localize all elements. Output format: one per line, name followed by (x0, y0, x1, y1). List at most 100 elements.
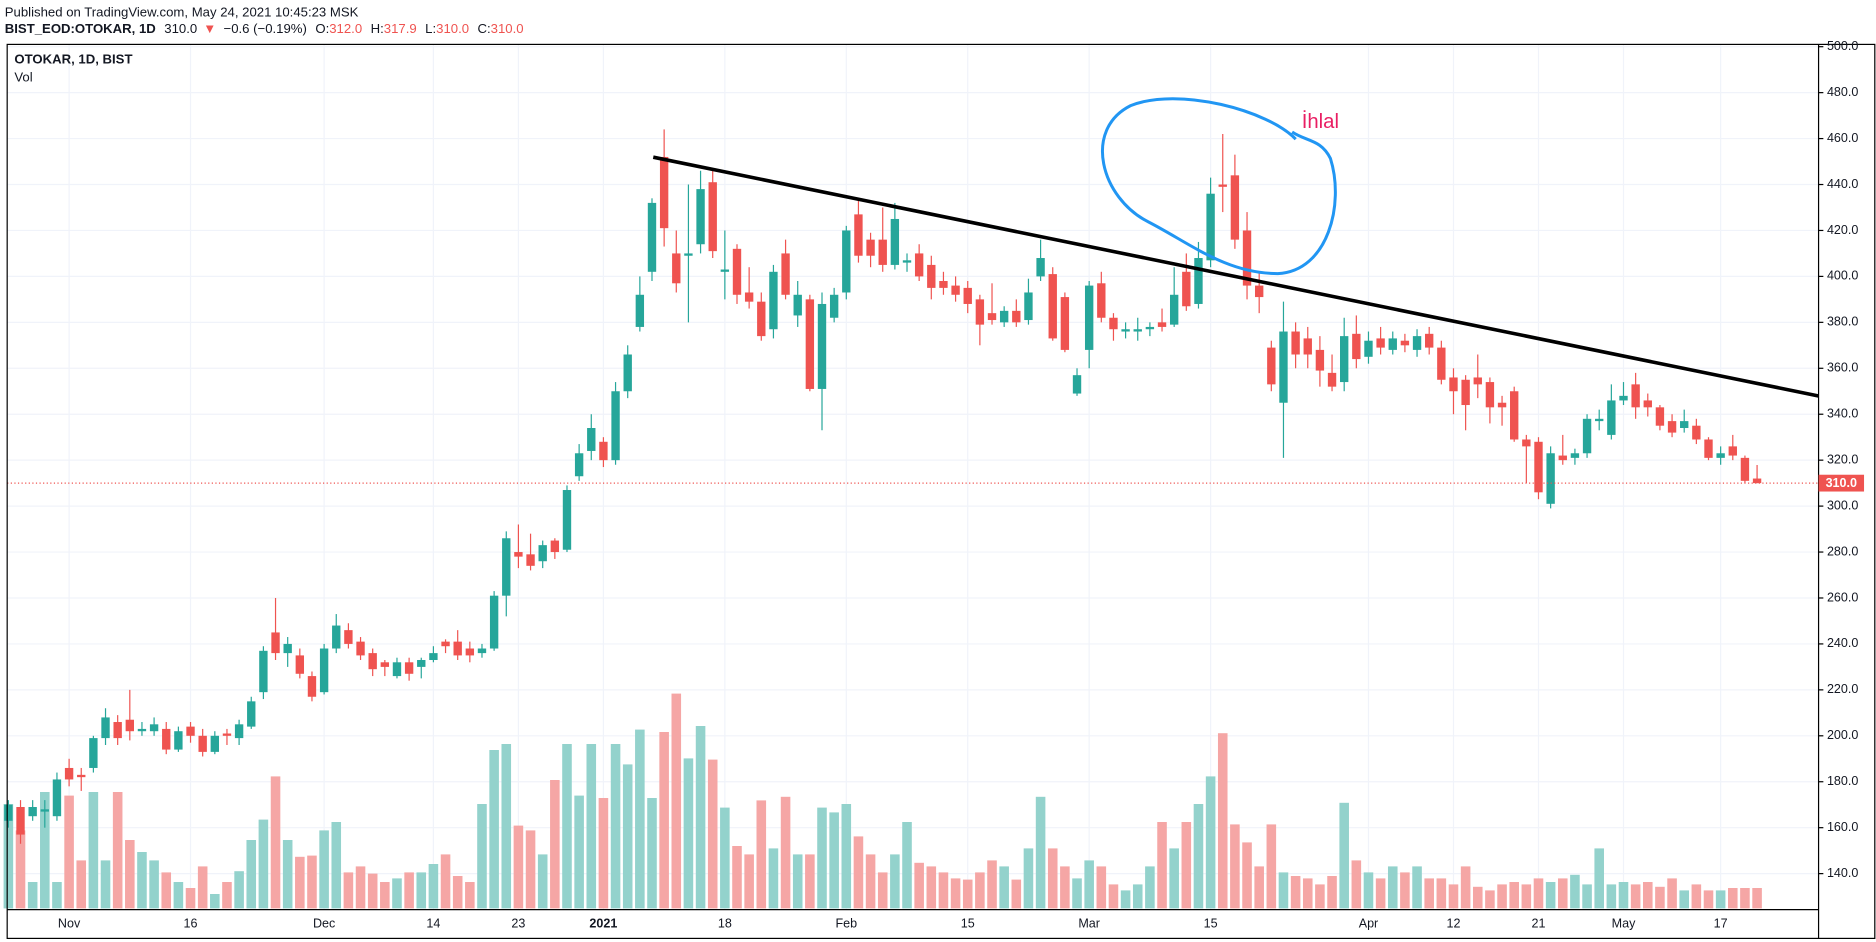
volume-bar (1375, 878, 1386, 909)
volume-bar (659, 732, 669, 909)
volume-bar (1618, 882, 1629, 909)
volume-bar (1715, 890, 1726, 909)
volume-bar (720, 807, 730, 909)
volume-bar (222, 882, 232, 909)
high-value: 317.9 (384, 21, 417, 36)
volume-bar (40, 792, 50, 909)
volume-bar (380, 882, 390, 909)
volume-bar (805, 854, 815, 909)
candle-body (1048, 274, 1057, 339)
volume-bar (829, 812, 839, 909)
candle-body (757, 301, 766, 337)
candle-body (210, 735, 220, 752)
volume-bar (282, 840, 293, 909)
candle-body (465, 648, 475, 656)
volume-bar (598, 798, 609, 909)
candle-body (1084, 285, 1094, 350)
highlight-circle (1101, 97, 1337, 276)
candle-body (28, 807, 37, 817)
volume-bar (574, 795, 584, 909)
candle-body (1194, 258, 1203, 304)
candle-body (769, 271, 778, 330)
y-tick-label: 340.0 (1827, 407, 1858, 421)
y-tick-label: 500.0 (1827, 39, 1858, 53)
candle-body (963, 287, 972, 304)
candle-body (1024, 292, 1033, 321)
candle-body (1109, 317, 1118, 330)
volume-bar (1266, 824, 1277, 909)
candle-body (1364, 340, 1373, 357)
candle-body (514, 552, 523, 557)
y-tick-label: 180.0 (1827, 774, 1858, 788)
candle-body (404, 662, 414, 674)
trend-line (652, 155, 1819, 398)
volume-bar (537, 854, 548, 909)
y-tick-label: 400.0 (1827, 269, 1858, 283)
volume-bar (1667, 878, 1677, 909)
y-tick-label: 280.0 (1827, 544, 1858, 558)
volume-bar (76, 860, 87, 909)
candle-body (1437, 347, 1446, 380)
volume-bar (1205, 776, 1216, 909)
candle-body (805, 299, 815, 389)
candle-body (1012, 310, 1021, 323)
volume-bar (1521, 884, 1532, 909)
y-tick-label: 260.0 (1827, 590, 1858, 604)
volume-bar (695, 726, 706, 909)
candle-body (611, 391, 620, 461)
volume-bar (404, 872, 414, 909)
legend: OTOKAR, 1D, BIST (14, 51, 132, 66)
change: −0.6 (−0.19%) (224, 21, 307, 36)
candle-body (562, 490, 572, 550)
y-tick-label: 140.0 (1827, 866, 1858, 880)
volume-bar (52, 882, 62, 909)
volume-bar (1691, 884, 1702, 909)
volume-bar (1108, 884, 1119, 909)
volume-bar (1023, 848, 1034, 909)
low-value: 310.0 (436, 21, 469, 36)
candle-body (1704, 439, 1713, 458)
candle-body (574, 453, 584, 477)
volume-bar (270, 776, 281, 909)
candle-body (1145, 326, 1155, 330)
candle-body (1607, 400, 1616, 435)
candle-body (1267, 347, 1276, 385)
candle-body (635, 294, 645, 327)
volume-bar (865, 854, 876, 909)
candle-body (1643, 400, 1652, 408)
volume-bar (1315, 884, 1325, 909)
volume-bar (1327, 876, 1337, 909)
candle-body (368, 653, 377, 670)
candle-body (64, 767, 74, 780)
volume-bar (1703, 890, 1714, 909)
candle-body (1133, 329, 1142, 332)
candle-body (1461, 379, 1470, 406)
candle-body (999, 310, 1009, 323)
candle-body (1340, 336, 1349, 383)
volume-bar (1509, 882, 1519, 909)
candle-body (77, 774, 86, 778)
candle-body (1740, 457, 1750, 481)
candle-body (927, 264, 936, 288)
candle-body (1752, 478, 1762, 484)
close-key: C: (478, 21, 491, 36)
candle-body (319, 648, 329, 693)
candle-body (149, 724, 159, 732)
candle-body (1680, 421, 1689, 429)
candle-body (829, 294, 839, 318)
candle-body (526, 554, 535, 566)
volume-bar (744, 854, 754, 909)
volume-bar (780, 796, 791, 909)
volume-bar (586, 744, 597, 909)
grid (7, 44, 1819, 910)
candle-body (417, 660, 426, 667)
candle-body (113, 722, 122, 739)
volume-bar (1193, 804, 1204, 909)
volume-bar (1072, 878, 1082, 909)
candle-body (429, 653, 438, 661)
volume-bar (1472, 886, 1483, 909)
volume-bar (1169, 848, 1179, 909)
volume-bar (1278, 872, 1289, 909)
candle-body (878, 239, 887, 265)
